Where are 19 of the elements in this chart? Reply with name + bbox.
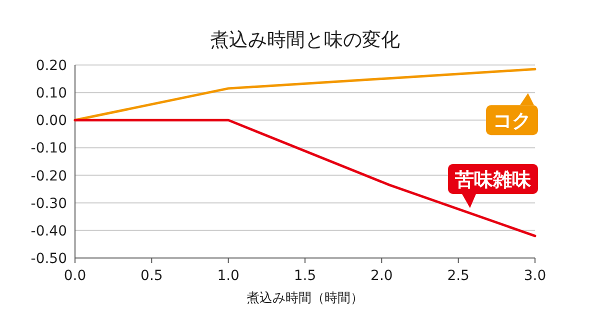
x-tick-label: 2.0 [370, 268, 393, 284]
x-tick-label: 1.0 [217, 268, 240, 284]
x-tick-label: 2.5 [447, 268, 470, 284]
y-tick-label: -0.40 [30, 223, 67, 240]
chart-title: 煮込み時間と味の変化 [210, 29, 400, 51]
x-axis-title: 煮込み時間（時間） [246, 291, 364, 306]
x-tick-label: 1.5 [294, 268, 316, 284]
x-tick-label: 0.5 [140, 268, 163, 284]
x-tick-label: 3.0 [524, 268, 546, 284]
y-tick-label: -0.50 [30, 251, 67, 267]
y-tick-label: 0.10 [36, 86, 67, 102]
y-tick-label: -0.20 [30, 168, 67, 184]
y-tick-label: 0.20 [36, 58, 67, 74]
y-tick-label: -0.10 [30, 140, 67, 157]
x-tick-label: 0.0 [64, 268, 86, 284]
legend-label: コク [493, 110, 531, 132]
y-tick-label: 0.00 [36, 113, 67, 130]
series-label: 苦味雑味 [454, 168, 532, 191]
y-tick-label: -0.30 [30, 196, 67, 212]
